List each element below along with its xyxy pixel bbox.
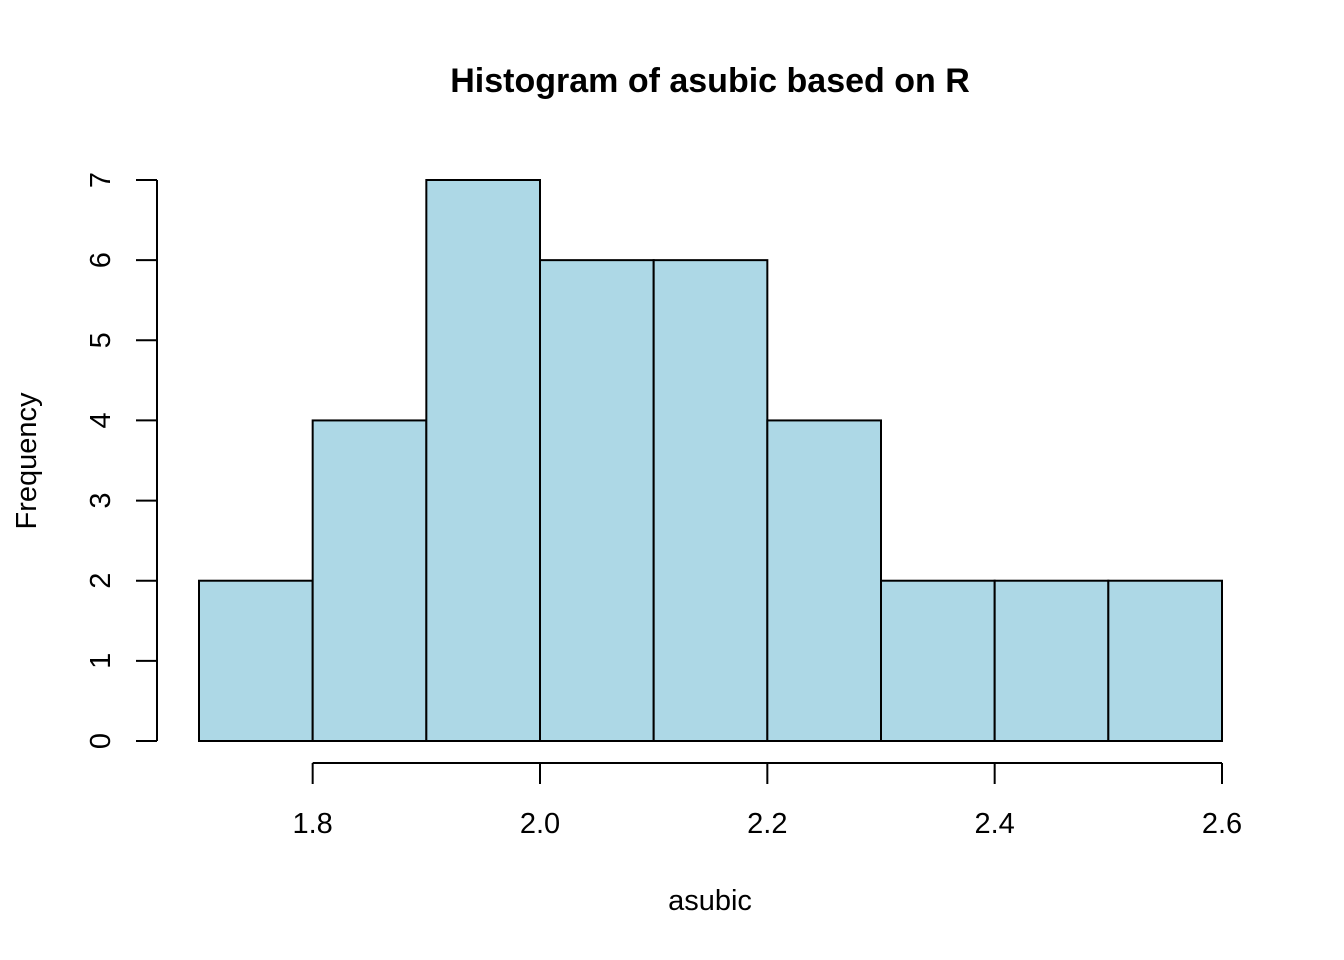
histogram-bar-2 <box>425 179 542 742</box>
histogram-bar-3 <box>539 259 655 742</box>
y-tick-label-7: 7 <box>85 172 117 188</box>
x-tick-label-3: 2.4 <box>975 808 1015 840</box>
y-tick-label-5: 5 <box>85 332 117 348</box>
histogram-bar-5 <box>766 419 882 742</box>
x-tick-label-1: 2.0 <box>520 808 560 840</box>
histogram-bar-4 <box>652 259 769 742</box>
y-tick-label-3: 3 <box>85 493 117 509</box>
histogram-bar-7 <box>993 579 1110 743</box>
x-axis: 1.8 2.0 2.2 2.4 2.6 <box>293 762 1242 840</box>
histogram-bar-6 <box>880 579 996 743</box>
y-tick-label-1: 1 <box>85 653 117 669</box>
y-tick-label-4: 4 <box>85 412 117 428</box>
y-axis-label: Frequency <box>11 392 43 530</box>
x-tick-label-0: 1.8 <box>293 808 333 840</box>
histogram-bar-8 <box>1107 579 1224 743</box>
x-axis-label: asubic <box>668 885 752 917</box>
bars-group <box>198 179 1224 743</box>
y-axis: 0 1 2 3 4 5 6 7 <box>85 172 158 749</box>
histogram-bar-0 <box>198 579 314 743</box>
chart-title: Histogram of asubic based on R <box>450 62 970 100</box>
histogram-bar-1 <box>311 419 428 742</box>
x-tick-label-4: 2.6 <box>1202 808 1242 840</box>
x-tick-label-2: 2.2 <box>747 808 787 840</box>
y-tick-label-0: 0 <box>85 733 117 749</box>
y-tick-label-2: 2 <box>85 573 117 589</box>
y-tick-label-6: 6 <box>85 252 117 268</box>
